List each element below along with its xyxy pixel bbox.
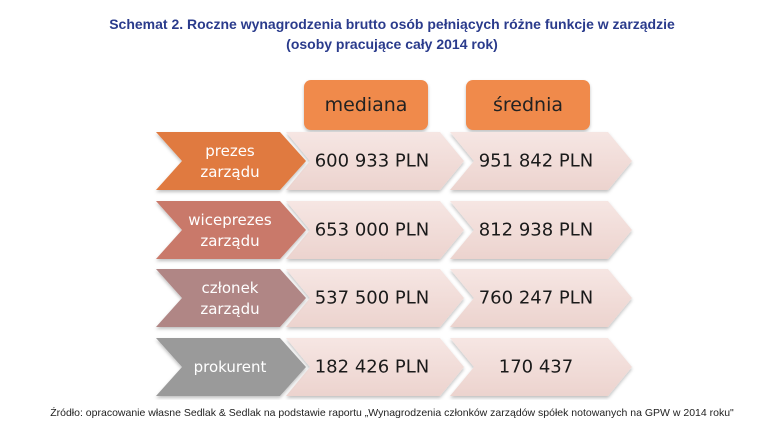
role-label-line-1: prezes [205, 142, 255, 160]
median-value: 600 933 PLN [315, 151, 430, 172]
role-label-line-2: zarządu [200, 163, 259, 181]
title-line-2: (osoby pracujące cały 2014 rok) [286, 36, 498, 52]
title-line-1: Schemat 2. Roczne wynagrodzenia brutto o… [109, 16, 675, 32]
role-label-line-2: zarządu [200, 300, 259, 318]
header-median: mediana [304, 80, 428, 130]
median-chevron [286, 201, 464, 259]
mean-chevron [450, 132, 632, 190]
role-label-line-1: wiceprezes [188, 211, 272, 229]
median-value: 182 426 PLN [315, 357, 430, 378]
median-value: 653 000 PLN [315, 220, 430, 241]
mean-chevron [450, 338, 632, 396]
role-chevron [156, 132, 306, 190]
mean-chevron [450, 201, 632, 259]
role-label: prokurent [194, 358, 267, 376]
mean-value: 951 842 PLN [479, 151, 594, 172]
role-chevron [156, 269, 306, 327]
mean-value: 760 247 PLN [479, 288, 594, 309]
role-chevron [156, 201, 306, 259]
salary-diagram: prezes zarządu 600 933 PLN 951 842 PLN wicep… [156, 132, 632, 396]
median-chevron [286, 338, 464, 396]
mean-value: 812 938 PLN [479, 220, 594, 241]
header-mean: średnia [466, 80, 590, 130]
source-note: Źródło: opracowanie własne Sedlak & Sedl… [50, 407, 734, 419]
role-label-line-1: członek [202, 279, 259, 297]
mean-chevron [450, 269, 632, 327]
mean-value: 170 437 [499, 357, 573, 378]
role-chevron [156, 338, 306, 396]
median-value: 537 500 PLN [315, 288, 430, 309]
role-label-line-2: zarządu [200, 232, 259, 250]
median-chevron [286, 132, 464, 190]
median-chevron [286, 269, 464, 327]
diagram-title: Schemat 2. Roczne wynagrodzenia brutto o… [0, 14, 784, 54]
